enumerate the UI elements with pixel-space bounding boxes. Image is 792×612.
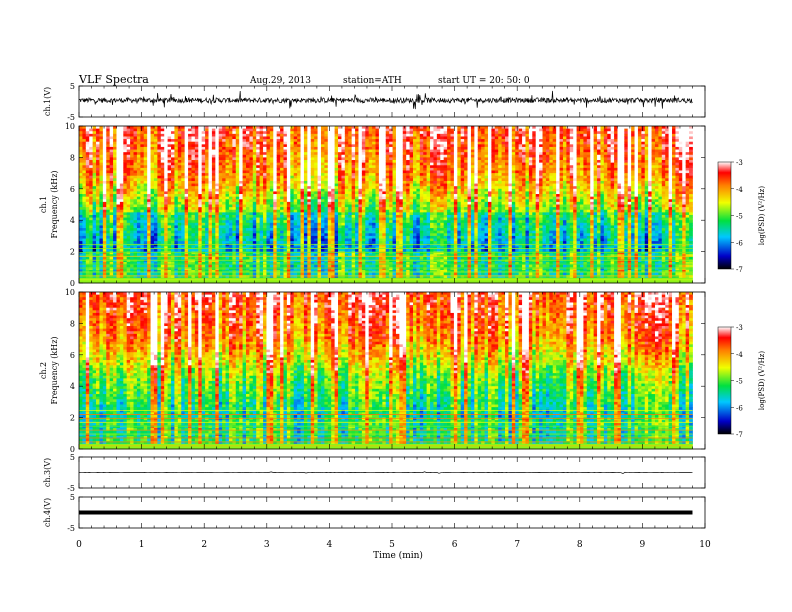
- ch2-spectrogram-ytick-3: 6: [70, 351, 75, 360]
- ch1-waveform-ytick-1: -5: [67, 113, 75, 122]
- ch2-colorbar: -3 -4 -5 -6 -7 log(PSD) (V²/Hz): [717, 324, 766, 439]
- ch3-waveform-ytick-0: 5: [70, 453, 75, 462]
- ch1-spectrogram-ytick-2: 4: [70, 216, 75, 225]
- ch1-spectrogram-ytick-3: 6: [70, 185, 75, 194]
- x-axis-label: Time (min): [373, 550, 423, 561]
- ch2-spectrogram-colorbar-tick-1: -4: [736, 351, 743, 359]
- ch2-spectrogram-colorbar-tick-3: -6: [736, 404, 743, 412]
- figure-title: VLF Spectra: [78, 73, 149, 86]
- ch2-spectrogram-ylabel-freq: Frequency (kHz): [50, 336, 59, 404]
- ch1-spectrogram-colorbar-tick-1: -4: [736, 186, 743, 194]
- ch2-spectrogram-ytick-1: 2: [70, 414, 75, 423]
- ch2-spectrogram-ytick-4: 8: [70, 319, 75, 328]
- ch1-spectrogram-colorbar-tick-3: -6: [736, 239, 743, 247]
- time-axis: 0 1 2 3 4 5 6 7 8 9 10: [76, 540, 711, 550]
- x-tick-3: 3: [264, 540, 270, 550]
- ch2-spectrogram-colorbar-scale: [717, 326, 732, 435]
- ch1-spectrogram-colorbar-scale: [717, 161, 732, 270]
- ch1-spectrogram-colorbar-label: log(PSD) (V²/Hz): [758, 186, 766, 245]
- ch1-spectrogram-ytick-1: 2: [70, 248, 75, 257]
- ch2-spectrogram-colorbar-label: log(PSD) (V²/Hz): [758, 351, 766, 410]
- ch2-spectrogram-ytick-0: 0: [70, 445, 75, 454]
- ch3-waveform-panel: 5 -5 ch.3(V): [43, 453, 706, 493]
- ch4-waveform-ylabel: ch.4(V): [43, 498, 52, 527]
- x-tick-0: 0: [76, 540, 82, 550]
- ch1-spectrogram-ytick-5: 10: [65, 122, 75, 131]
- ch2-spectrogram-ytick-5: 10: [65, 288, 75, 297]
- x-tick-8: 8: [577, 540, 583, 550]
- ch4-waveform-ytick-1: -5: [67, 524, 75, 533]
- ch4-waveform-ytick-0: 5: [70, 493, 75, 502]
- ch1-spectrogram-ylabel-freq: Frequency (kHz): [50, 170, 59, 238]
- ch2-spectrogram-ylabel-channel: ch.2: [39, 362, 48, 379]
- ch3-waveform-ytick-1: -5: [67, 484, 75, 493]
- station-label: station=ATH: [343, 76, 402, 86]
- ch1-spectrogram-ytick-0: 0: [70, 279, 75, 288]
- x-tick-1: 1: [139, 540, 145, 550]
- ch2-spectrogram-colorbar-tick-2: -5: [736, 378, 743, 386]
- ch4-waveform-panel: 5 -5 ch.4(V): [43, 493, 706, 533]
- ch1-waveform-trace: [78, 90, 693, 110]
- x-tick-2: 2: [201, 540, 207, 550]
- ch3-waveform-trace: [78, 471, 693, 474]
- ch2-spectrogram-ytick-2: 4: [70, 382, 75, 391]
- x-tick-6: 6: [452, 540, 458, 550]
- x-tick-9: 9: [640, 540, 646, 550]
- x-tick-4: 4: [327, 540, 333, 550]
- start-time-label: start UT = 20: 50: 0: [438, 76, 530, 86]
- ch1-spectrogram-colorbar-tick-4: -7: [736, 266, 743, 274]
- x-tick-7: 7: [514, 540, 520, 550]
- ch1-spectrogram-colorbar-tick-0: -3: [736, 159, 743, 167]
- ch1-spectrogram-ytick-4: 8: [70, 153, 75, 162]
- ch2-spectrogram-panel: 0 2 4 6 8 10 ch.2 Frequency (kHz): [39, 288, 706, 454]
- ch2-spectrogram-colorbar-tick-0: -3: [736, 324, 743, 332]
- ch1-spectrogram-ylabel-channel: ch.1: [39, 196, 48, 213]
- ch3-waveform-ylabel: ch.3(V): [43, 458, 52, 487]
- ch1-spectrogram-panel: 0 2 4 6 8 10 ch.1 Frequency (kHz): [39, 122, 706, 288]
- ch1-spectrogram-colorbar-tick-2: -5: [736, 213, 743, 221]
- x-tick-10: 10: [699, 540, 711, 550]
- ch1-waveform-ylabel: ch.1(V): [43, 87, 52, 116]
- ch2-spectrogram-colorbar-tick-4: -7: [736, 431, 743, 439]
- ch2-spectrogram-cells: [79, 292, 693, 450]
- x-tick-5: 5: [389, 540, 395, 550]
- ch1-colorbar: -3 -4 -5 -6 -7 log(PSD) (V²/Hz): [717, 159, 766, 274]
- date-label: Aug.29, 2013: [249, 76, 311, 86]
- ch1-waveform-panel: 5 -5 ch.1(V): [43, 82, 706, 122]
- ch1-waveform-ytick-0: 5: [70, 82, 75, 91]
- ch1-spectrogram-cells: [79, 126, 693, 284]
